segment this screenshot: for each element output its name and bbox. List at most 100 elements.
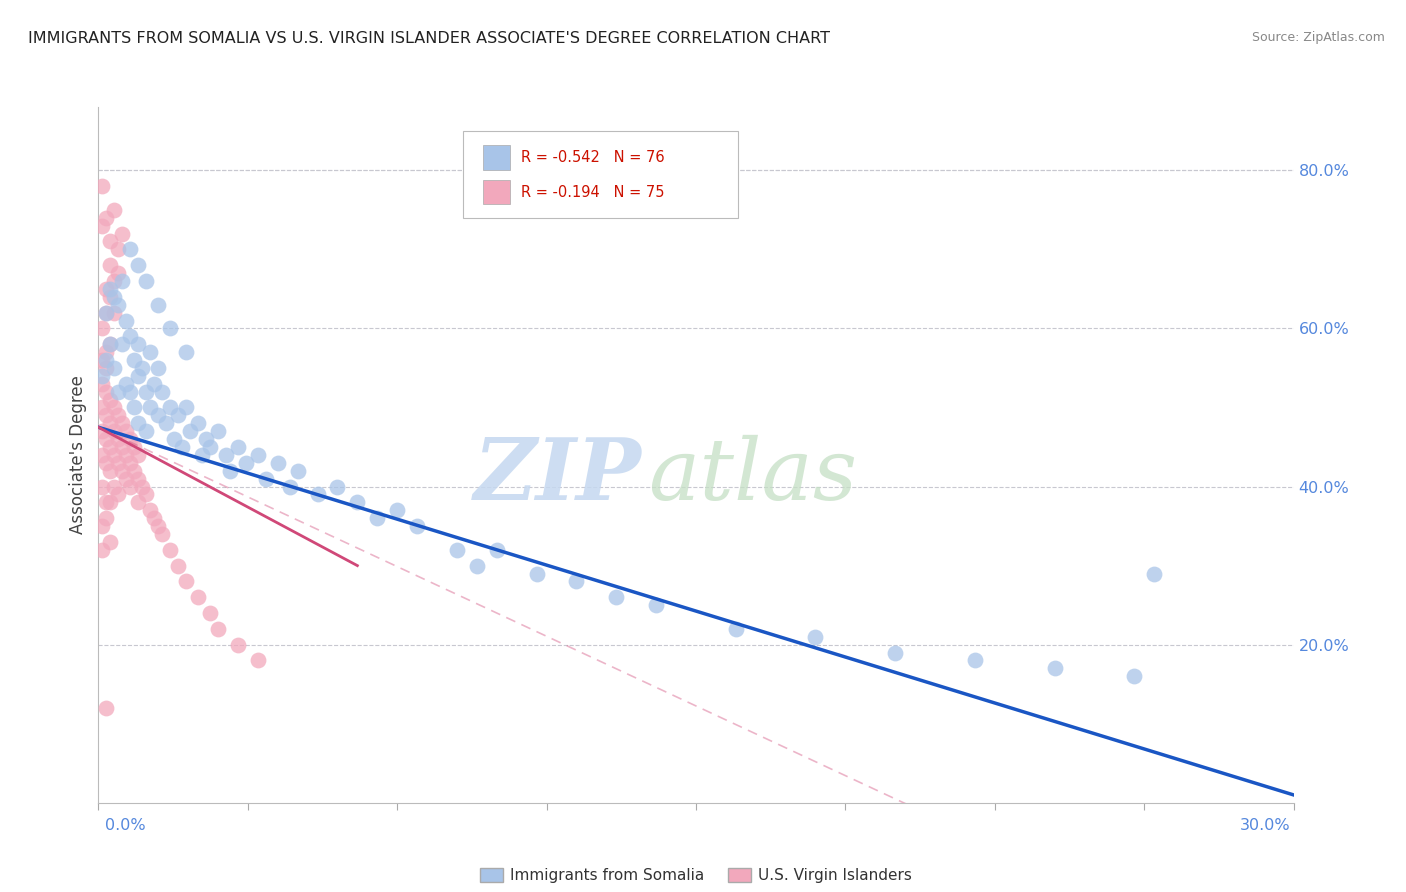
Point: [100, 534, 122, 549]
Point: [148, 298, 170, 312]
Point: [215, 448, 238, 462]
Point: [326, 479, 349, 493]
Point: [1123, 669, 1146, 683]
Point: [207, 622, 229, 636]
Point: [127, 495, 149, 509]
Point: [159, 542, 181, 557]
Point: [96, 211, 118, 225]
Point: [111, 337, 134, 351]
Point: [246, 653, 269, 667]
Point: [100, 235, 122, 249]
Point: [100, 464, 122, 478]
Point: [219, 464, 242, 478]
Point: [446, 542, 468, 557]
Point: [96, 456, 118, 470]
Point: [254, 472, 277, 486]
Point: [366, 511, 388, 525]
Point: [120, 432, 142, 446]
Point: [120, 384, 142, 399]
Point: [187, 417, 209, 431]
Point: [226, 440, 249, 454]
Point: [100, 440, 122, 454]
Point: [465, 558, 488, 573]
Text: 0.0%: 0.0%: [105, 818, 146, 832]
Point: [526, 566, 548, 581]
Point: [406, 519, 429, 533]
Point: [91, 376, 114, 391]
Point: [127, 337, 149, 351]
Point: [155, 417, 177, 431]
Point: [120, 479, 142, 493]
Point: [139, 401, 162, 415]
Point: [174, 345, 197, 359]
Point: [96, 305, 118, 319]
Point: [107, 409, 129, 423]
Point: [120, 456, 142, 470]
Point: [91, 401, 114, 415]
FancyBboxPatch shape: [463, 131, 738, 219]
Text: R = -0.194   N = 75: R = -0.194 N = 75: [522, 185, 665, 200]
Point: [124, 353, 146, 368]
Text: atlas: atlas: [648, 434, 858, 517]
Point: [96, 345, 118, 359]
Point: [107, 266, 129, 280]
Point: [174, 574, 197, 589]
Point: [804, 630, 827, 644]
Point: [139, 345, 162, 359]
Point: [96, 701, 118, 715]
Point: [131, 360, 153, 375]
Point: [163, 432, 186, 446]
Point: [91, 519, 114, 533]
Point: [100, 417, 122, 431]
Point: [124, 401, 146, 415]
Point: [91, 542, 114, 557]
Point: [287, 464, 309, 478]
Point: [91, 424, 114, 438]
Point: [135, 487, 157, 501]
Point: [107, 456, 129, 470]
Point: [278, 479, 301, 493]
Point: [139, 503, 162, 517]
Point: [103, 401, 125, 415]
Point: [91, 179, 114, 194]
Point: [131, 479, 153, 493]
Point: [91, 321, 114, 335]
Point: [127, 368, 149, 383]
Point: [1143, 566, 1166, 581]
Point: [107, 432, 129, 446]
Point: [267, 456, 290, 470]
Point: [135, 424, 157, 438]
Point: [103, 360, 125, 375]
Point: [111, 440, 134, 454]
Point: [159, 321, 181, 335]
Point: [96, 384, 118, 399]
Point: [100, 337, 122, 351]
Point: [100, 495, 122, 509]
Point: [307, 487, 329, 501]
Point: [103, 274, 125, 288]
Point: [115, 313, 138, 327]
Point: [195, 432, 218, 446]
Point: [148, 519, 170, 533]
Point: [91, 353, 114, 368]
Point: [100, 258, 122, 272]
Point: [167, 409, 190, 423]
Point: [127, 472, 149, 486]
Legend: Immigrants from Somalia, U.S. Virgin Islanders: Immigrants from Somalia, U.S. Virgin Isl…: [474, 862, 918, 889]
Point: [100, 282, 122, 296]
Point: [159, 401, 181, 415]
Point: [198, 440, 221, 454]
Point: [191, 448, 214, 462]
Point: [107, 487, 129, 501]
Point: [207, 424, 229, 438]
Point: [172, 440, 194, 454]
Point: [246, 448, 269, 462]
Point: [127, 258, 149, 272]
Point: [143, 376, 166, 391]
Point: [645, 598, 668, 612]
Point: [103, 479, 125, 493]
Point: [100, 392, 122, 407]
Point: [111, 464, 134, 478]
Point: [124, 464, 146, 478]
Point: [91, 479, 114, 493]
